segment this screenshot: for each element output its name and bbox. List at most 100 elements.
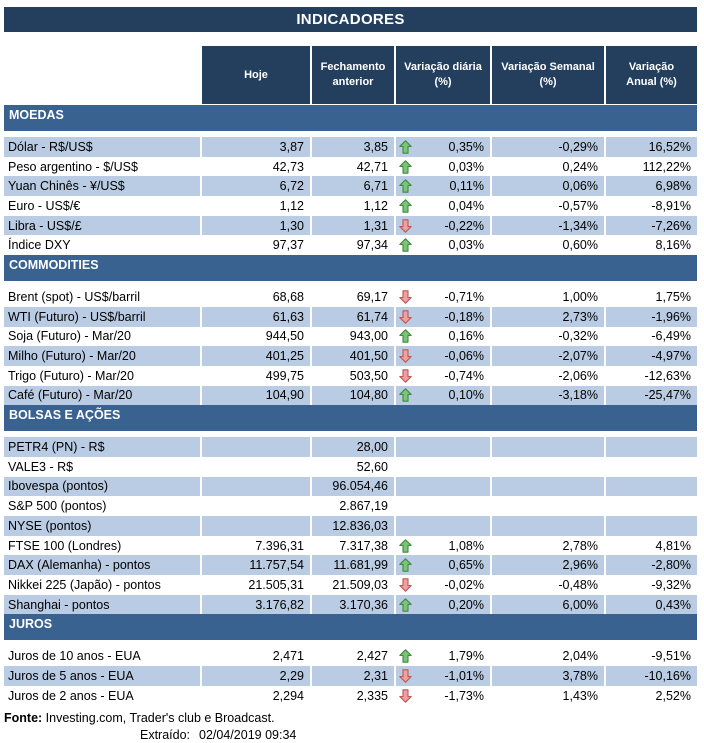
cell-variacao-semanal	[492, 437, 604, 457]
table-row: Juros de 10 anos - EUA 2,471 2,427 1,79%…	[4, 646, 697, 666]
cell-fechamento-anterior: 1,12	[363, 198, 388, 213]
arrow-up-icon	[399, 388, 412, 403]
section-rows: Dólar - R$/US$ 3,87 3,85 0,35% -0,29% 16…	[4, 137, 697, 255]
cell-variacao-diaria	[396, 496, 490, 516]
cell-variacao-anual	[606, 437, 697, 457]
cell-indicator-label: NYSE (pontos)	[4, 516, 200, 536]
column-header-variacao-semanal: Variação Semanal (%)	[492, 46, 604, 104]
cell-variacao-anual: -1,96%	[606, 306, 697, 327]
cell-fechamento-anterior: 97,34	[356, 238, 388, 253]
arrow-down-icon	[399, 218, 412, 233]
extracted-line: Extraído: 02/04/2019 09:34	[4, 727, 697, 743]
trend-arrow-slot	[399, 669, 412, 683]
table-row: Libra - US$/£ 1,30 1,31 -0,22% -1,34% -7…	[4, 215, 697, 236]
cell-hoje	[202, 457, 310, 477]
table-section: BOLSAS E AÇÕES PETR4 (PN) - R$ 28,00 VAL…	[4, 405, 697, 615]
cell-indicator-label: Shanghai - pontos	[4, 594, 200, 615]
cell-variacao-anual: -6,49%	[651, 329, 691, 344]
arrow-up-icon	[399, 329, 412, 344]
cell-variacao-anual: 8,16%	[655, 238, 691, 253]
arrow-down-icon	[399, 669, 412, 683]
extracted-label: Extraído:	[140, 727, 191, 742]
cell-indicator-label: Ibovespa (pontos)	[4, 476, 200, 497]
trend-arrow-slot	[399, 597, 412, 612]
table-row: Ibovespa (pontos) 96.054,46	[4, 476, 697, 497]
cell-variacao-diaria: 0,65%	[396, 555, 490, 576]
cell-variacao-anual: -25,47%	[606, 385, 697, 406]
trend-arrow-slot	[399, 368, 412, 383]
variacao-diaria-value: 0,16%	[448, 329, 484, 344]
table-row: Yuan Chinês - ¥/US$ 6,72 6,71 0,11% 0,06…	[4, 176, 697, 197]
table-row: DAX (Alemanha) - pontos 11.757,54 11.681…	[4, 555, 697, 576]
cell-indicator-label: Juros de 2 anos - EUA	[8, 688, 134, 703]
cell-variacao-diaria: 0,03%	[396, 157, 490, 177]
cell-variacao-diaria	[396, 457, 490, 477]
cell-variacao-diaria: -1,73%	[396, 686, 490, 706]
variacao-diaria-value: -0,71%	[444, 289, 484, 304]
cell-fechamento-anterior: 7.317,38	[339, 538, 388, 553]
cell-variacao-semanal: 3,78%	[492, 666, 604, 686]
cell-variacao-semanal	[492, 496, 604, 516]
cell-variacao-diaria: 0,04%	[396, 196, 490, 216]
trend-arrow-slot	[399, 349, 412, 363]
cell-variacao-diaria: 0,03%	[396, 235, 490, 255]
cell-indicator-label: DAX (Alemanha) - pontos	[4, 555, 200, 576]
cell-variacao-anual: 6,98%	[606, 176, 697, 197]
trend-arrow-slot	[399, 179, 412, 193]
cell-indicator-label: Euro - US$/€	[8, 198, 81, 213]
table-row: Juros de 5 anos - EUA 2,29 2,31 -1,01% 3…	[4, 666, 697, 686]
trend-arrow-slot	[399, 558, 412, 572]
cell-indicator-label: VALE3 - R$	[8, 459, 74, 474]
trend-arrow-slot	[399, 290, 412, 304]
cell-hoje	[202, 437, 310, 457]
cell-hoje: 1,30	[202, 215, 310, 236]
cell-hoje: 97,37	[272, 238, 304, 253]
trend-arrow-slot	[399, 519, 412, 533]
cell-indicator-label: Índice DXY	[8, 238, 71, 253]
cell-variacao-anual: -9,32%	[651, 577, 691, 592]
cell-fechamento-anterior: 503,50	[349, 368, 388, 383]
variacao-diaria-value: -0,18%	[444, 309, 484, 324]
cell-variacao-anual: -2,80%	[606, 555, 697, 576]
cell-indicator-label: Juros de 10 anos - EUA	[8, 649, 141, 664]
table-row: Trigo (Futuro) - Mar/20 499,75 503,50 -0…	[4, 366, 697, 386]
cell-fechamento-anterior: 11.681,99	[312, 555, 394, 576]
cell-variacao-anual: 112,22%	[642, 159, 691, 174]
cell-hoje: 6,72	[202, 176, 310, 197]
cell-variacao-diaria	[396, 476, 490, 497]
cell-variacao-diaria: -0,74%	[396, 366, 490, 386]
arrow-down-icon	[399, 688, 412, 703]
trend-arrow-slot	[399, 140, 412, 154]
cell-variacao-semanal: -1,34%	[492, 215, 604, 236]
cell-variacao-anual: 16,52%	[606, 137, 697, 157]
section-rows: Brent (spot) - US$/barril 68,68 69,17 -0…	[4, 287, 697, 406]
cell-variacao-semanal: 2,78%	[562, 538, 598, 553]
cell-hoje: 401,25	[202, 346, 310, 366]
table-row: S&P 500 (pontos) 2.867,19	[4, 496, 697, 516]
cell-variacao-semanal	[492, 516, 604, 536]
cell-indicator-label: Juros de 5 anos - EUA	[4, 666, 200, 686]
variacao-diaria-value: 0,35%	[448, 139, 484, 154]
cell-hoje: 68,68	[272, 289, 304, 304]
table-row: Índice DXY 97,37 97,34 0,03% 0,60% 8,16%	[4, 235, 697, 255]
variacao-diaria-value: 0,65%	[448, 558, 484, 573]
cell-variacao-semanal: 0,24%	[562, 159, 598, 174]
cell-fechamento-anterior: 1,31	[312, 215, 394, 236]
source-label: Fonte:	[4, 710, 43, 725]
cell-hoje: 2,471	[272, 649, 304, 664]
column-header-fechamento: Fechamento anterior	[312, 46, 394, 104]
cell-variacao-semanal: 6,00%	[492, 594, 604, 615]
cell-variacao-diaria	[396, 516, 490, 536]
cell-variacao-anual: -8,91%	[651, 198, 691, 213]
cell-variacao-anual	[606, 496, 697, 516]
trend-arrow-slot	[399, 688, 412, 703]
trend-arrow-slot	[399, 388, 412, 403]
extracted-timestamp: 02/04/2019 09:34	[199, 727, 297, 742]
cell-variacao-anual: -4,97%	[606, 346, 697, 366]
cell-indicator-label: Yuan Chinês - ¥/US$	[4, 176, 200, 197]
section-header: BOLSAS E AÇÕES	[4, 405, 697, 432]
cell-fechamento-anterior: 3,85	[312, 137, 394, 157]
table-row: Milho (Futuro) - Mar/20 401,25 401,50 -0…	[4, 346, 697, 366]
table-row: PETR4 (PN) - R$ 28,00	[4, 437, 697, 457]
cell-variacao-semanal	[492, 457, 604, 477]
